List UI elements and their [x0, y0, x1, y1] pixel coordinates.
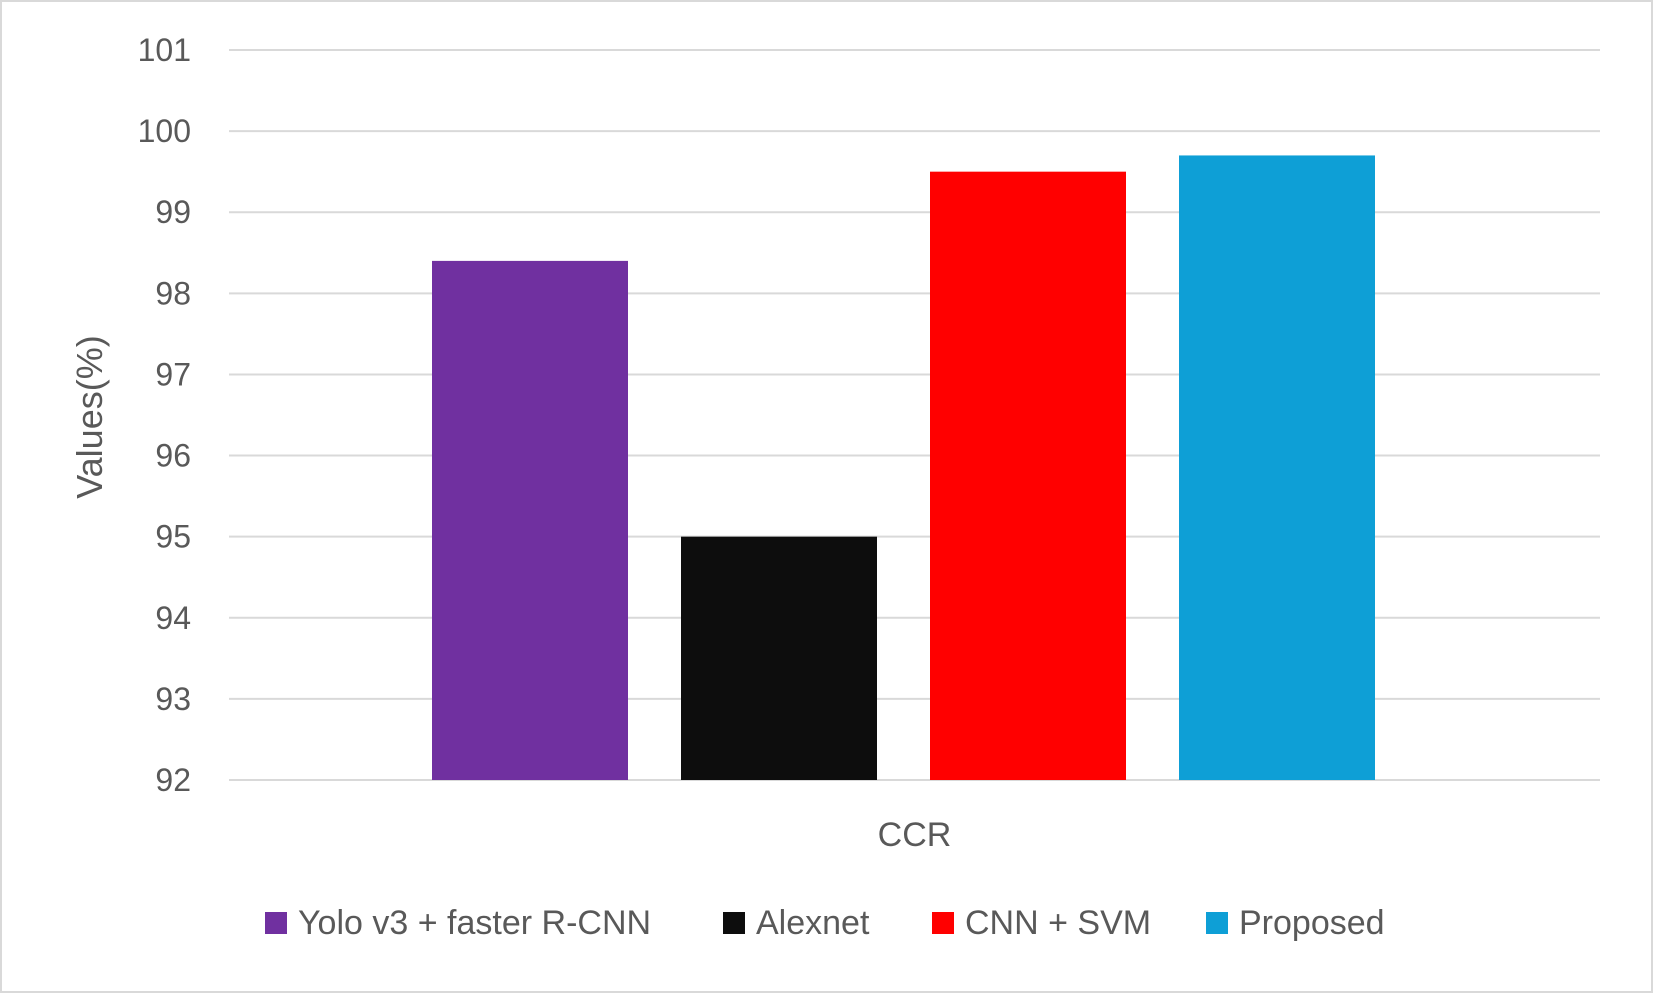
- y-tick-label: 93: [155, 681, 191, 717]
- legend-label-proposed: Proposed: [1239, 904, 1385, 942]
- y-tick-label: 96: [155, 438, 191, 474]
- y-tick-label: 92: [155, 762, 191, 798]
- legend-label-alexnet: Alexnet: [756, 904, 870, 942]
- legend-label-yolo-v3-faster-r-cnn: Yolo v3 + faster R-CNN: [298, 904, 651, 942]
- x-category-label: CCR: [878, 816, 952, 854]
- legend-swatch-proposed: [1206, 912, 1228, 934]
- y-tick-label: 98: [155, 275, 191, 311]
- y-tick-label: 94: [155, 600, 191, 636]
- legend-swatch-cnn-svm: [932, 912, 954, 934]
- legend-swatch-alexnet: [723, 912, 745, 934]
- y-tick-label: 99: [155, 194, 191, 230]
- y-tick-label: 101: [138, 32, 191, 68]
- legend-swatch-yolo-v3-faster-r-cnn: [265, 912, 287, 934]
- y-tick-label: 95: [155, 519, 191, 555]
- bar-yolo-v3-faster-r-cnn: [432, 260, 628, 780]
- legend-label-cnn-svm: CNN + SVM: [965, 904, 1151, 942]
- legend: Yolo v3 + faster R-CNN Alexnet CNN + SVM Pr…: [265, 904, 1385, 942]
- bar-proposed: [1179, 155, 1375, 780]
- y-axis-title: Values(%): [69, 335, 110, 498]
- y-axis-ticks: 92 93 94 95 96 97 98 99 100 101: [138, 32, 191, 798]
- bar-alexnet: [681, 536, 877, 780]
- y-tick-label: 97: [155, 356, 191, 392]
- category-labels: CCR: [878, 816, 952, 854]
- y-tick-label: 100: [138, 113, 191, 149]
- bar-cnn-svm: [930, 171, 1126, 780]
- bars: [432, 155, 1375, 780]
